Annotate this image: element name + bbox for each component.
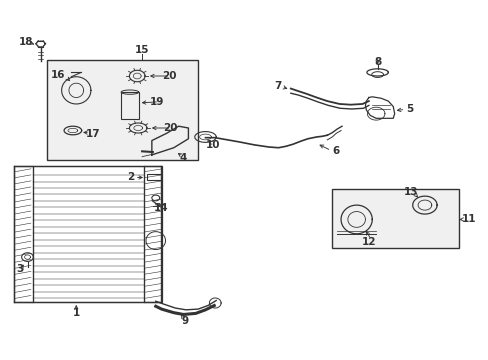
Text: 4: 4 bbox=[180, 153, 187, 163]
Text: 5: 5 bbox=[406, 104, 413, 114]
Text: 18: 18 bbox=[19, 37, 34, 46]
Text: 6: 6 bbox=[331, 146, 339, 156]
Bar bbox=[47, 60, 198, 160]
Text: 8: 8 bbox=[373, 57, 381, 67]
Text: 16: 16 bbox=[51, 70, 65, 80]
Text: 9: 9 bbox=[181, 316, 188, 325]
Text: 20: 20 bbox=[163, 123, 177, 133]
Text: 17: 17 bbox=[86, 129, 101, 139]
Text: 7: 7 bbox=[273, 81, 281, 91]
Text: 15: 15 bbox=[135, 45, 149, 55]
Bar bbox=[14, 166, 33, 302]
Bar bbox=[143, 166, 162, 302]
Bar bbox=[147, 174, 160, 180]
Text: 3: 3 bbox=[17, 264, 24, 274]
Text: 19: 19 bbox=[150, 97, 164, 107]
Text: 13: 13 bbox=[403, 187, 418, 197]
Text: 1: 1 bbox=[73, 309, 80, 318]
Text: 14: 14 bbox=[154, 203, 168, 213]
Text: 20: 20 bbox=[162, 71, 176, 81]
Text: 10: 10 bbox=[205, 140, 220, 150]
Text: 11: 11 bbox=[461, 215, 475, 224]
Text: 2: 2 bbox=[126, 172, 134, 183]
Bar bbox=[331, 189, 458, 248]
Text: 12: 12 bbox=[361, 237, 376, 247]
Bar bbox=[121, 92, 139, 119]
